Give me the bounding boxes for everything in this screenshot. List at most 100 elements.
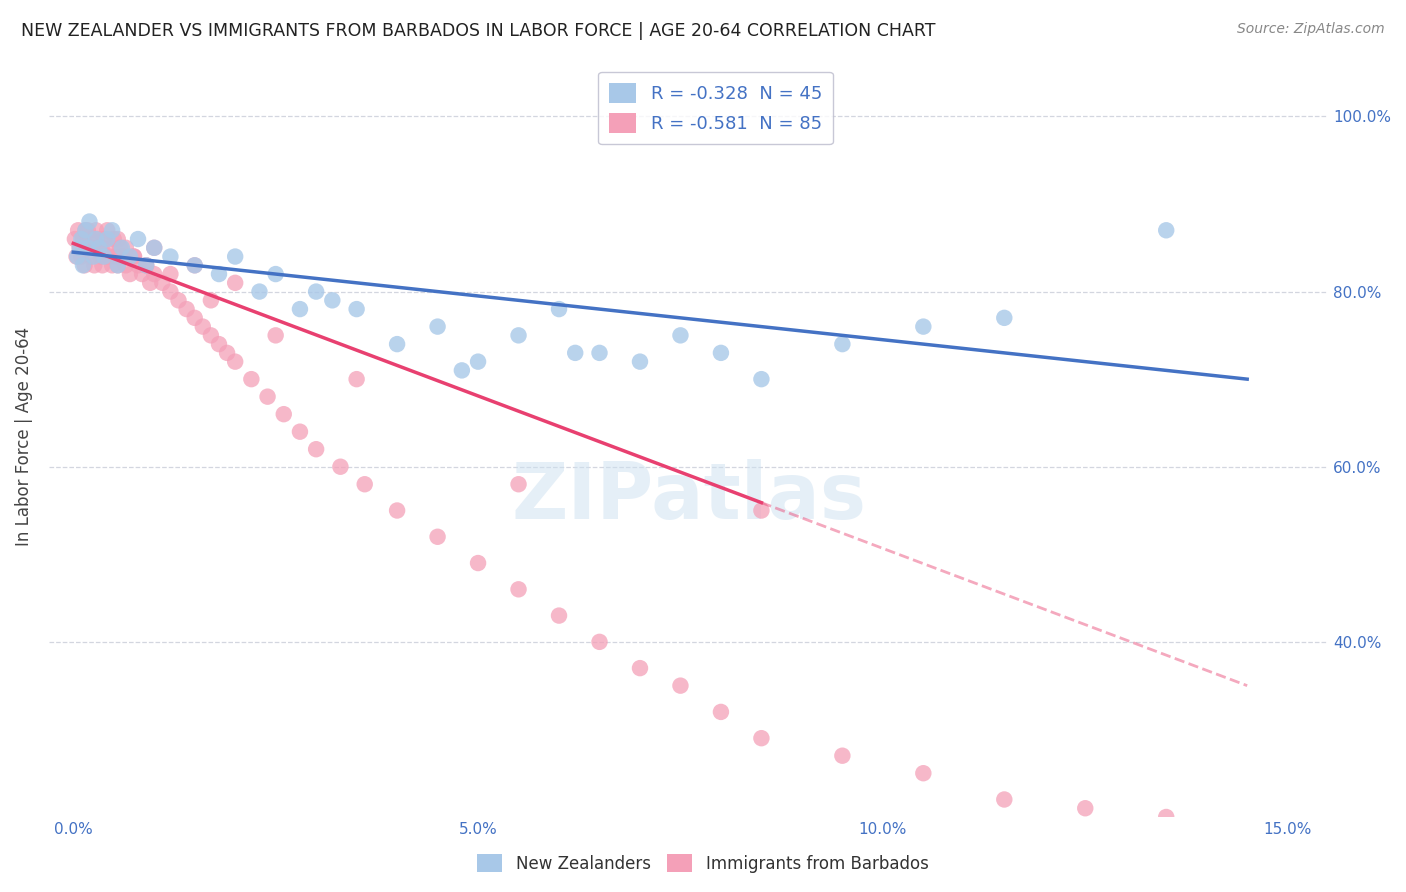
- Point: [107, 258, 129, 272]
- Point: [224, 354, 246, 368]
- Point: [426, 530, 449, 544]
- Point: [751, 731, 773, 746]
- Point: [831, 337, 853, 351]
- Point: [115, 241, 138, 255]
- Point: [200, 293, 222, 308]
- Point: [183, 310, 205, 325]
- Point: [69, 241, 91, 255]
- Point: [508, 477, 530, 491]
- Point: [70, 232, 93, 246]
- Point: [385, 503, 408, 517]
- Point: [321, 293, 343, 308]
- Point: [104, 250, 127, 264]
- Point: [127, 232, 149, 246]
- Text: Source: ZipAtlas.com: Source: ZipAtlas.com: [1237, 22, 1385, 37]
- Point: [249, 285, 271, 299]
- Point: [548, 302, 571, 317]
- Point: [111, 241, 134, 255]
- Point: [208, 337, 231, 351]
- Point: [115, 258, 138, 272]
- Point: [89, 241, 111, 255]
- Point: [84, 223, 107, 237]
- Point: [76, 241, 98, 255]
- Point: [94, 250, 117, 264]
- Point: [564, 346, 586, 360]
- Point: [150, 276, 173, 290]
- Legend: R = -0.328  N = 45, R = -0.581  N = 85: R = -0.328 N = 45, R = -0.581 N = 85: [599, 71, 832, 145]
- Point: [86, 232, 108, 246]
- Point: [305, 442, 328, 457]
- Point: [508, 328, 530, 343]
- Point: [143, 241, 166, 255]
- Point: [548, 608, 571, 623]
- Point: [76, 223, 98, 237]
- Point: [217, 346, 239, 360]
- Point: [710, 346, 733, 360]
- Point: [240, 372, 263, 386]
- Point: [98, 241, 121, 255]
- Point: [346, 302, 368, 317]
- Point: [200, 328, 222, 343]
- Point: [63, 232, 86, 246]
- Point: [118, 267, 141, 281]
- Point: [143, 241, 166, 255]
- Point: [143, 267, 166, 281]
- Point: [101, 223, 124, 237]
- Point: [93, 250, 115, 264]
- Point: [83, 250, 105, 264]
- Point: [79, 214, 101, 228]
- Point: [628, 661, 651, 675]
- Point: [710, 705, 733, 719]
- Point: [385, 337, 408, 351]
- Point: [107, 258, 129, 272]
- Point: [450, 363, 472, 377]
- Point: [191, 319, 214, 334]
- Point: [83, 232, 105, 246]
- Point: [75, 223, 97, 237]
- Point: [273, 407, 295, 421]
- Point: [751, 503, 773, 517]
- Point: [208, 267, 231, 281]
- Point: [831, 748, 853, 763]
- Point: [131, 267, 153, 281]
- Point: [98, 250, 121, 264]
- Point: [135, 258, 157, 272]
- Point: [1154, 810, 1177, 824]
- Point: [329, 459, 352, 474]
- Point: [65, 250, 87, 264]
- Point: [107, 232, 129, 246]
- Point: [80, 250, 103, 264]
- Point: [83, 258, 105, 272]
- Point: [96, 232, 118, 246]
- Point: [90, 250, 112, 264]
- Point: [127, 258, 149, 272]
- Point: [122, 250, 145, 264]
- Point: [103, 232, 125, 246]
- Point: [111, 250, 134, 264]
- Point: [73, 258, 96, 272]
- Point: [183, 258, 205, 272]
- Point: [167, 293, 190, 308]
- Point: [79, 232, 101, 246]
- Legend: New Zealanders, Immigrants from Barbados: New Zealanders, Immigrants from Barbados: [471, 847, 935, 880]
- Point: [288, 425, 311, 439]
- Point: [135, 258, 157, 272]
- Text: NEW ZEALANDER VS IMMIGRANTS FROM BARBADOS IN LABOR FORCE | AGE 20-64 CORRELATION: NEW ZEALANDER VS IMMIGRANTS FROM BARBADO…: [21, 22, 935, 40]
- Point: [75, 223, 97, 237]
- Point: [264, 328, 287, 343]
- Point: [69, 241, 91, 255]
- Point: [66, 250, 89, 264]
- Point: [467, 556, 489, 570]
- Point: [912, 766, 935, 780]
- Point: [118, 250, 141, 264]
- Point: [96, 223, 118, 237]
- Point: [72, 232, 94, 246]
- Point: [1154, 223, 1177, 237]
- Point: [288, 302, 311, 317]
- Point: [135, 258, 157, 272]
- Point: [353, 477, 375, 491]
- Point: [91, 258, 114, 272]
- Point: [93, 232, 115, 246]
- Point: [101, 258, 124, 272]
- Point: [588, 346, 610, 360]
